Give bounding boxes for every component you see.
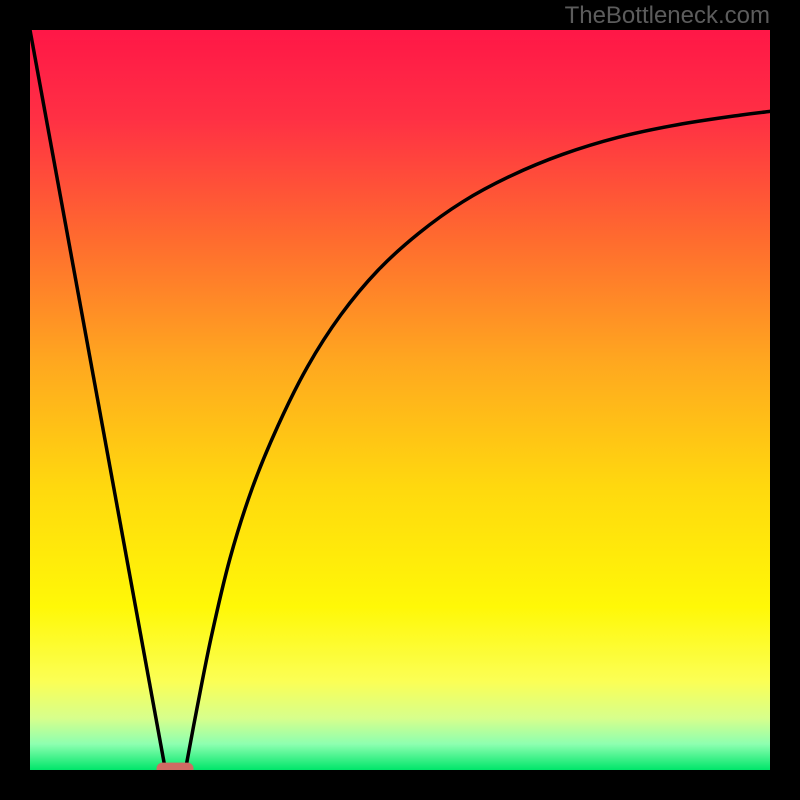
bottleneck-chart	[0, 0, 800, 800]
chart-frame: TheBottleneck.com	[0, 0, 800, 800]
watermark-text: TheBottleneck.com	[565, 2, 770, 30]
gradient-background	[30, 30, 770, 770]
